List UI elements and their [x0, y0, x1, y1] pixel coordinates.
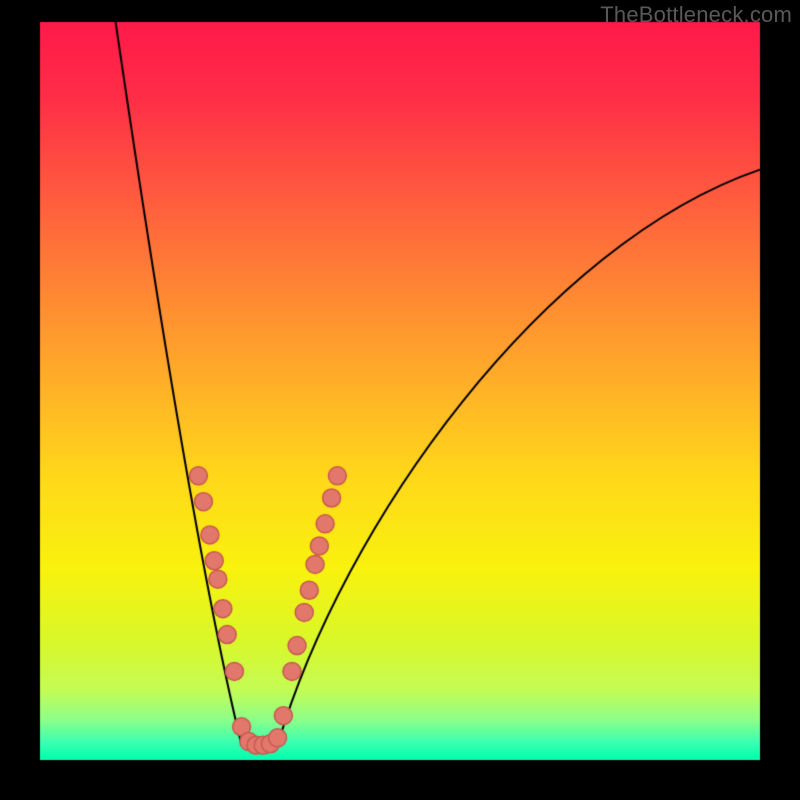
bottleneck-chart-canvas [0, 0, 800, 800]
chart-root: TheBottleneck.com [0, 0, 800, 800]
